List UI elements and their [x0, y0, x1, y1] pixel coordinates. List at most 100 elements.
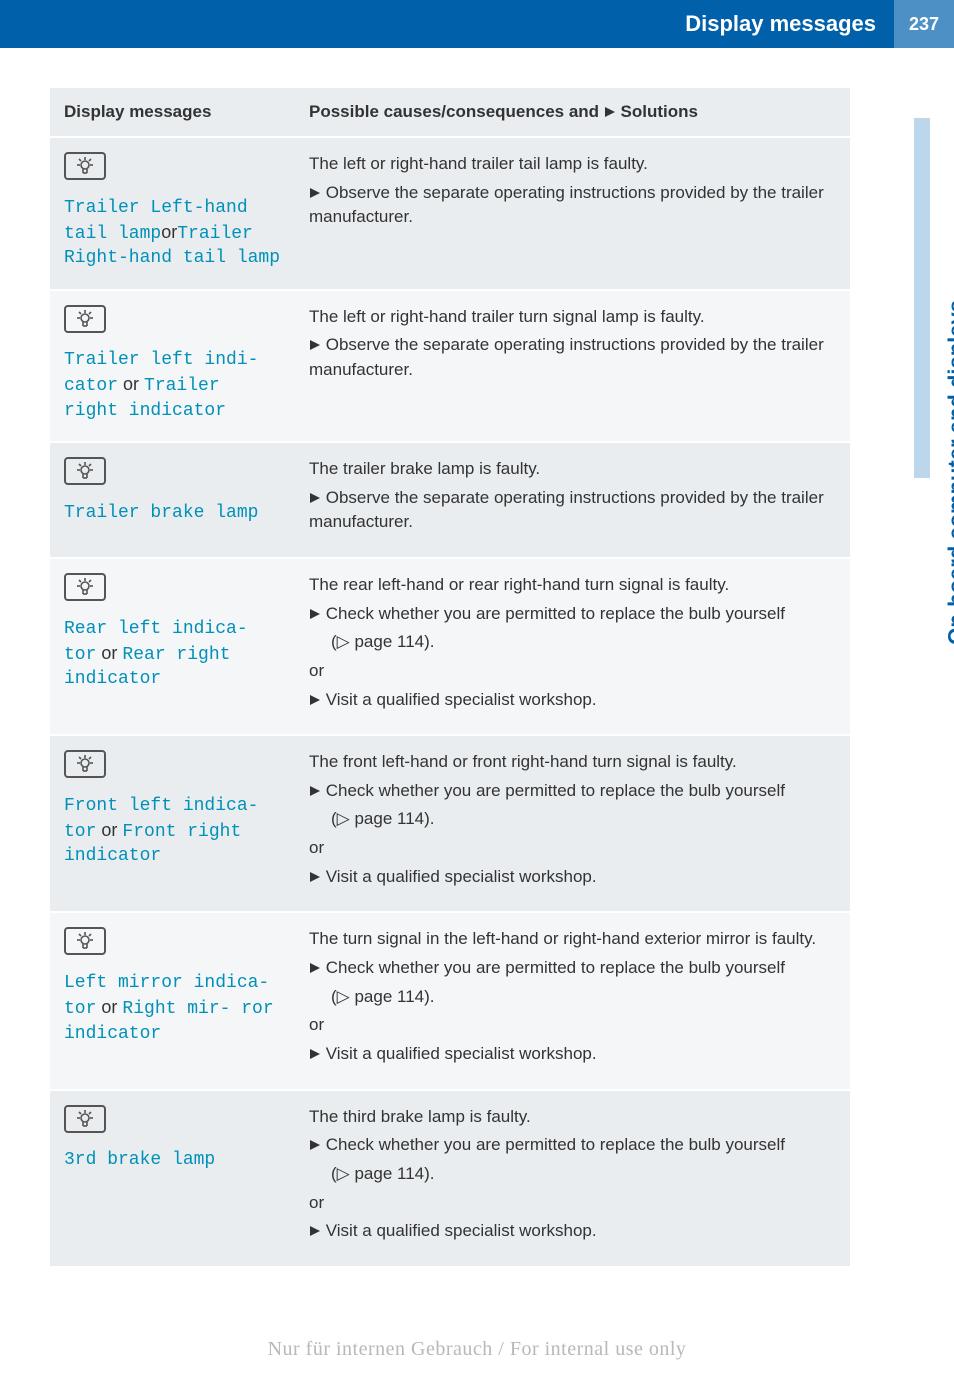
triangle-solid-icon: [309, 187, 321, 199]
solution-cell: The rear left-hand or rear right-hand tu…: [295, 558, 850, 735]
msg-cell: Trailer Left-hand tail lamporTrailer Rig…: [50, 137, 295, 290]
bulb-icon: [64, 573, 106, 601]
solution-text: Observe the separate operating instructi…: [309, 488, 824, 532]
triangle-solid-icon: [309, 785, 321, 797]
triangle-solid-icon: [309, 694, 321, 706]
solution-text: Visit a qualified specialist workshop.: [326, 1221, 597, 1240]
cause-text: The turn signal in the left-hand or righ…: [309, 927, 836, 952]
msg-cell: Trailer left indi‐ cator or Trailer righ…: [50, 290, 295, 443]
solution-line: Check whether you are permitted to repla…: [309, 1133, 836, 1158]
page-body: On-board computer and displays Display m…: [0, 48, 954, 1308]
footer-watermark: Nur für internen Gebrauch / For internal…: [0, 1308, 954, 1381]
table-row: Rear left indica‐ tor or Rear right indi…: [50, 558, 850, 735]
or-line: or: [309, 1191, 836, 1216]
solution-line: Observe the separate operating instructi…: [309, 333, 836, 382]
msg-cell: Trailer brake lamp: [50, 442, 295, 558]
or-line: or: [309, 1013, 836, 1038]
solution-line: Visit a qualified specialist workshop.: [309, 865, 836, 890]
solution-cell: The left or right-hand trailer tail lamp…: [295, 137, 850, 290]
page-ref: (▷ page 114).: [309, 630, 836, 655]
solution-cell: The front left-hand or front right-hand …: [295, 735, 850, 912]
solution-text: Visit a qualified specialist workshop.: [326, 690, 597, 709]
header-title: Display messages: [685, 11, 894, 37]
solution-line: Check whether you are permitted to repla…: [309, 602, 836, 627]
solution-text: Check whether you are permitted to repla…: [326, 1135, 785, 1154]
solution-line: Observe the separate operating instructi…: [309, 181, 836, 230]
col2-suffix: Solutions: [616, 102, 698, 121]
display-message-text: Front left indica‐ tor or Front right in…: [64, 794, 281, 869]
solution-line: Check whether you are permitted to repla…: [309, 956, 836, 981]
bulb-icon: [64, 1105, 106, 1133]
solution-line: Observe the separate operating instructi…: [309, 486, 836, 535]
msg-cell: Left mirror indica‐ tor or Right mir‐ ro…: [50, 912, 295, 1089]
solution-text: Visit a qualified specialist workshop.: [326, 1044, 597, 1063]
table-header-row: Display messages Possible causes/consequ…: [50, 88, 850, 137]
side-tab-label: On-board computer and displays: [944, 300, 954, 645]
triangle-solid-icon: [309, 492, 321, 504]
table-row: Left mirror indica‐ tor or Right mir‐ ro…: [50, 912, 850, 1089]
col-header-solutions: Possible causes/consequences and Solutio…: [295, 88, 850, 137]
messages-table: Display messages Possible causes/consequ…: [50, 88, 850, 1268]
table-row: 3rd brake lamp The third brake lamp is f…: [50, 1090, 850, 1267]
col-header-messages: Display messages: [50, 88, 295, 137]
bulb-icon: [64, 305, 106, 333]
or-line: or: [309, 836, 836, 861]
solution-text: Observe the separate operating instructi…: [309, 183, 824, 227]
cause-text: The rear left-hand or rear right-hand tu…: [309, 573, 836, 598]
display-message-text: Trailer brake lamp: [64, 501, 281, 525]
triangle-solid-icon: [309, 339, 321, 351]
solution-cell: The left or right-hand trailer turn sign…: [295, 290, 850, 443]
cause-text: The front left-hand or front right-hand …: [309, 750, 836, 775]
triangle-solid-icon: [309, 871, 321, 883]
triangle-solid-icon: [309, 962, 321, 974]
solution-line: Visit a qualified specialist workshop.: [309, 1042, 836, 1067]
table-row: Trailer Left-hand tail lamporTrailer Rig…: [50, 137, 850, 290]
bulb-icon: [64, 927, 106, 955]
msg-cell: Rear left indica‐ tor or Rear right indi…: [50, 558, 295, 735]
cause-text: The left or right-hand trailer turn sign…: [309, 305, 836, 330]
or-text: or: [96, 997, 122, 1017]
or-text: or: [96, 643, 122, 663]
triangle-solid-icon: [604, 106, 616, 118]
solution-cell: The trailer brake lamp is faulty. Observ…: [295, 442, 850, 558]
solution-text: Check whether you are permitted to repla…: [326, 604, 785, 623]
table-row: Trailer brake lamp The trailer brake lam…: [50, 442, 850, 558]
display-message-text: Trailer Left-hand tail lamporTrailer Rig…: [64, 196, 281, 271]
col2-prefix: Possible causes/consequences and: [309, 102, 604, 121]
triangle-solid-icon: [309, 1225, 321, 1237]
header-bar: Display messages 237: [0, 0, 954, 48]
triangle-solid-icon: [309, 1139, 321, 1151]
table-row: Trailer left indi‐ cator or Trailer righ…: [50, 290, 850, 443]
solution-text: Observe the separate operating instructi…: [309, 335, 824, 379]
or-text: or: [96, 820, 122, 840]
cause-text: The trailer brake lamp is faulty.: [309, 457, 836, 482]
msg-cell: 3rd brake lamp: [50, 1090, 295, 1267]
page-ref: (▷ page 114).: [309, 807, 836, 832]
bulb-icon: [64, 750, 106, 778]
bulb-icon: [64, 152, 106, 180]
solution-cell: The turn signal in the left-hand or righ…: [295, 912, 850, 1089]
bulb-icon: [64, 457, 106, 485]
or-text: or: [161, 222, 177, 242]
solution-text: Visit a qualified specialist workshop.: [326, 867, 597, 886]
solution-cell: The third brake lamp is faulty. Check wh…: [295, 1090, 850, 1267]
display-message-text: Rear left indica‐ tor or Rear right indi…: [64, 617, 281, 692]
solution-line: Check whether you are permitted to repla…: [309, 779, 836, 804]
msg-cell: Front left indica‐ tor or Front right in…: [50, 735, 295, 912]
solution-line: Visit a qualified specialist workshop.: [309, 688, 836, 713]
or-line: or: [309, 659, 836, 684]
page-ref: (▷ page 114).: [309, 1162, 836, 1187]
cause-text: The third brake lamp is faulty.: [309, 1105, 836, 1130]
solution-text: Check whether you are permitted to repla…: [326, 781, 785, 800]
display-message-text: Left mirror indica‐ tor or Right mir‐ ro…: [64, 971, 281, 1046]
page-ref: (▷ page 114).: [309, 985, 836, 1010]
triangle-solid-icon: [309, 608, 321, 620]
triangle-solid-icon: [309, 1048, 321, 1060]
cause-text: The left or right-hand trailer tail lamp…: [309, 152, 836, 177]
solution-text: Check whether you are permitted to repla…: [326, 958, 785, 977]
display-message-text: 3rd brake lamp: [64, 1148, 281, 1172]
page-number: 237: [894, 0, 954, 48]
solution-line: Visit a qualified specialist workshop.: [309, 1219, 836, 1244]
or-text: or: [118, 374, 144, 394]
table-row: Front left indica‐ tor or Front right in…: [50, 735, 850, 912]
